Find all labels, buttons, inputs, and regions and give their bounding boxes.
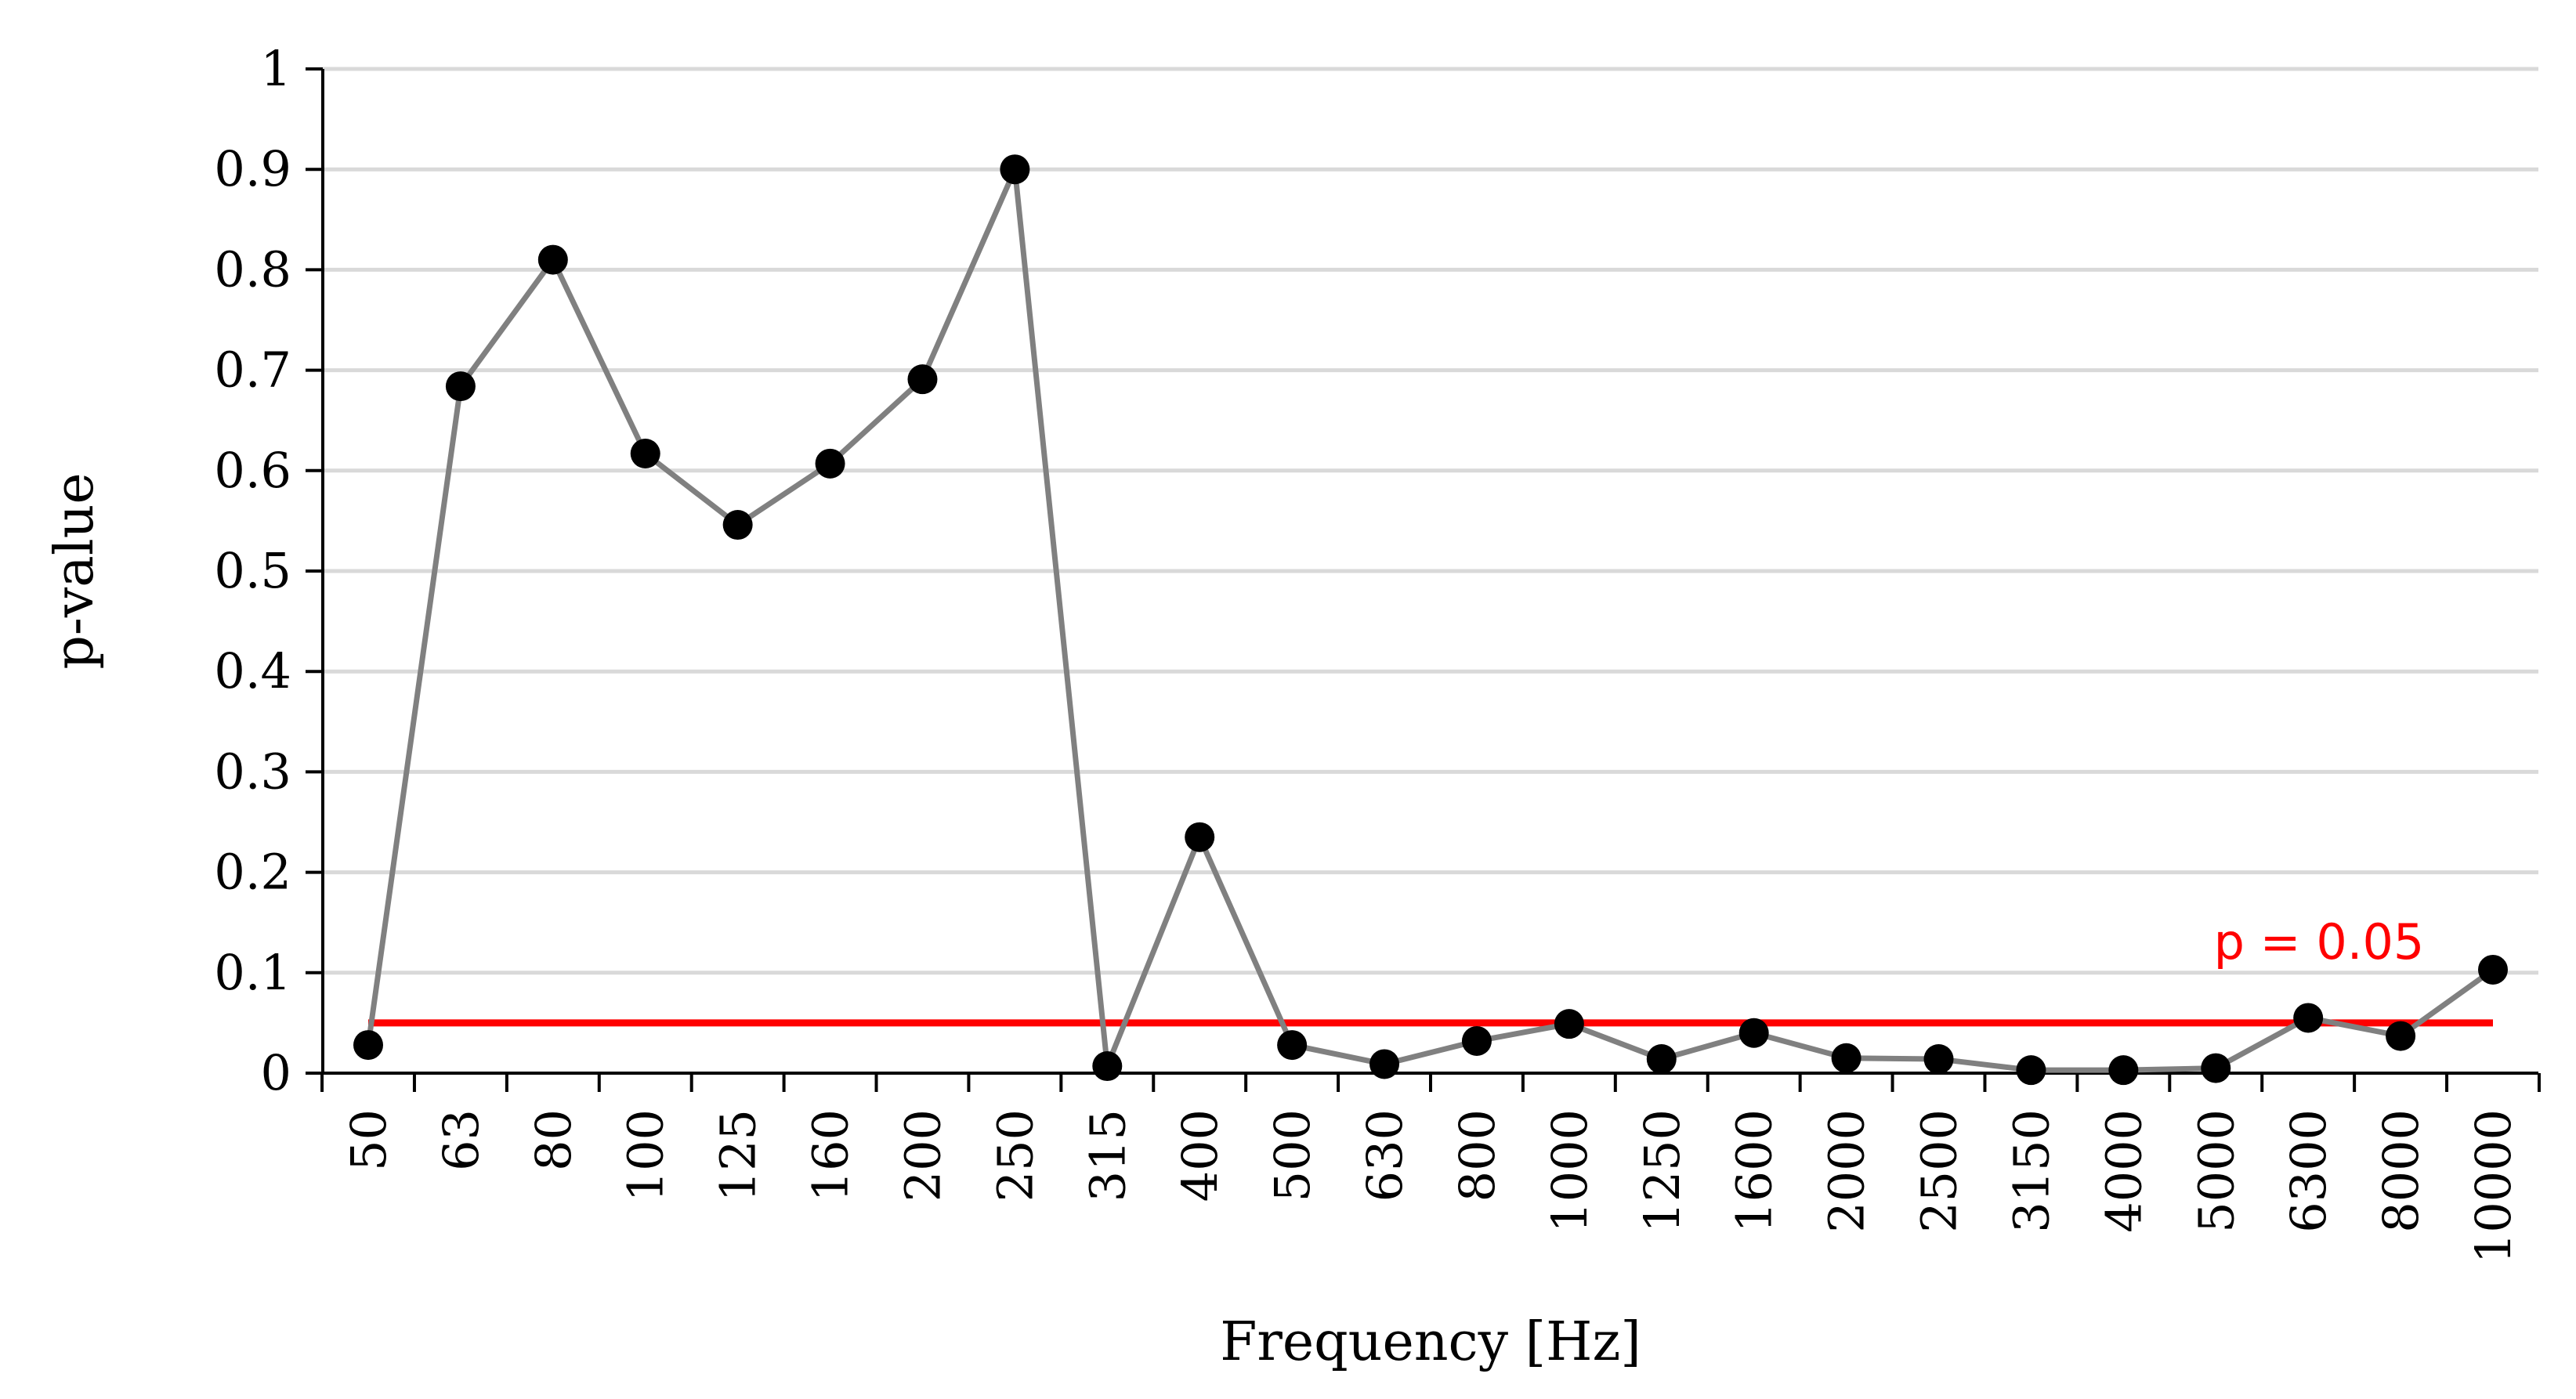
data-point: [445, 371, 476, 402]
x-tick-label: 630: [1356, 1109, 1413, 1202]
x-tick-label: 63: [432, 1109, 490, 1171]
y-tick-label: 0.2: [214, 844, 291, 901]
x-tick-label: 100: [617, 1109, 675, 1202]
gridlines: [323, 67, 2538, 975]
x-axis-title: Frequency [Hz]: [1220, 1311, 1641, 1373]
x-tick-label: 4000: [2095, 1109, 2152, 1233]
y-tick-label: 1: [261, 40, 291, 97]
data-point: [1369, 1049, 1400, 1079]
x-tick-label: 1600: [1726, 1109, 1783, 1233]
data-point: [2016, 1055, 2046, 1086]
y-tick-label: 0.7: [214, 342, 291, 399]
tick-labels: 0 0.1 0.2 0.3 0.4 0.5 0.6 0.7 0.8 0.9 1 50 63 80 100 12…: [214, 40, 2522, 1263]
y-tick-label: 0.6: [214, 442, 291, 499]
data-point: [722, 510, 753, 540]
x-tick-label: 10000: [2465, 1109, 2522, 1263]
data-point: [1831, 1043, 1861, 1073]
threshold-label: p = 0.05: [2214, 913, 2425, 971]
x-tick-label: 1250: [1634, 1109, 1691, 1233]
data-point: [1923, 1044, 1954, 1075]
data-point: [2478, 954, 2508, 985]
data-point: [1646, 1044, 1677, 1075]
y-axis-title: p-value: [44, 472, 106, 669]
y-tick-label: 0.3: [214, 743, 291, 800]
data-point: [537, 244, 568, 275]
series-line: [365, 166, 2495, 1073]
x-tick-label: 50: [340, 1109, 397, 1171]
y-tick-label: 0.4: [214, 642, 291, 700]
data-point: [1554, 1009, 1584, 1039]
y-tick-label: 0.9: [214, 140, 291, 197]
data-point: [2201, 1053, 2231, 1083]
series-group: [353, 154, 2508, 1086]
data-point: [1738, 1018, 1769, 1048]
x-tick-label: 250: [986, 1109, 1044, 1202]
x-tick-label: 80: [525, 1109, 582, 1171]
data-point: [815, 448, 845, 479]
x-tick-label: 800: [1449, 1109, 1506, 1202]
data-point: [353, 1030, 383, 1061]
x-tick-label: 5000: [2187, 1109, 2245, 1233]
x-tick-label: 2000: [1818, 1109, 1876, 1233]
x-tick-label: 2500: [1911, 1109, 1968, 1233]
x-tick-label: 6300: [2280, 1109, 2337, 1233]
data-point: [2108, 1055, 2139, 1086]
axes: [306, 67, 2541, 1092]
x-tick-label: 315: [1079, 1109, 1136, 1202]
x-tick-label: 160: [802, 1109, 859, 1202]
data-point: [1277, 1030, 1308, 1061]
data-point: [907, 364, 938, 395]
x-tick-label: 3150: [2003, 1109, 2060, 1233]
data-point: [1461, 1025, 1492, 1056]
x-tick-label: 400: [1171, 1109, 1228, 1202]
x-tick-label: 8000: [2372, 1109, 2429, 1233]
data-point: [2386, 1021, 2416, 1051]
x-tick-label: 1000: [1541, 1109, 1598, 1233]
y-tick-label: 0: [261, 1044, 291, 1101]
data-point: [1185, 822, 1215, 852]
x-tick-label: 125: [710, 1109, 767, 1202]
data-point: [1092, 1051, 1123, 1082]
x-tick-label: 500: [1264, 1109, 1321, 1202]
data-point: [630, 439, 660, 469]
y-tick-label: 0.5: [214, 542, 291, 599]
y-tick-label: 0.1: [214, 944, 291, 1001]
y-tick-label: 0.8: [214, 240, 291, 298]
x-tick-label: 200: [894, 1109, 951, 1202]
data-point: [2293, 1003, 2324, 1033]
data-point: [1000, 154, 1030, 185]
